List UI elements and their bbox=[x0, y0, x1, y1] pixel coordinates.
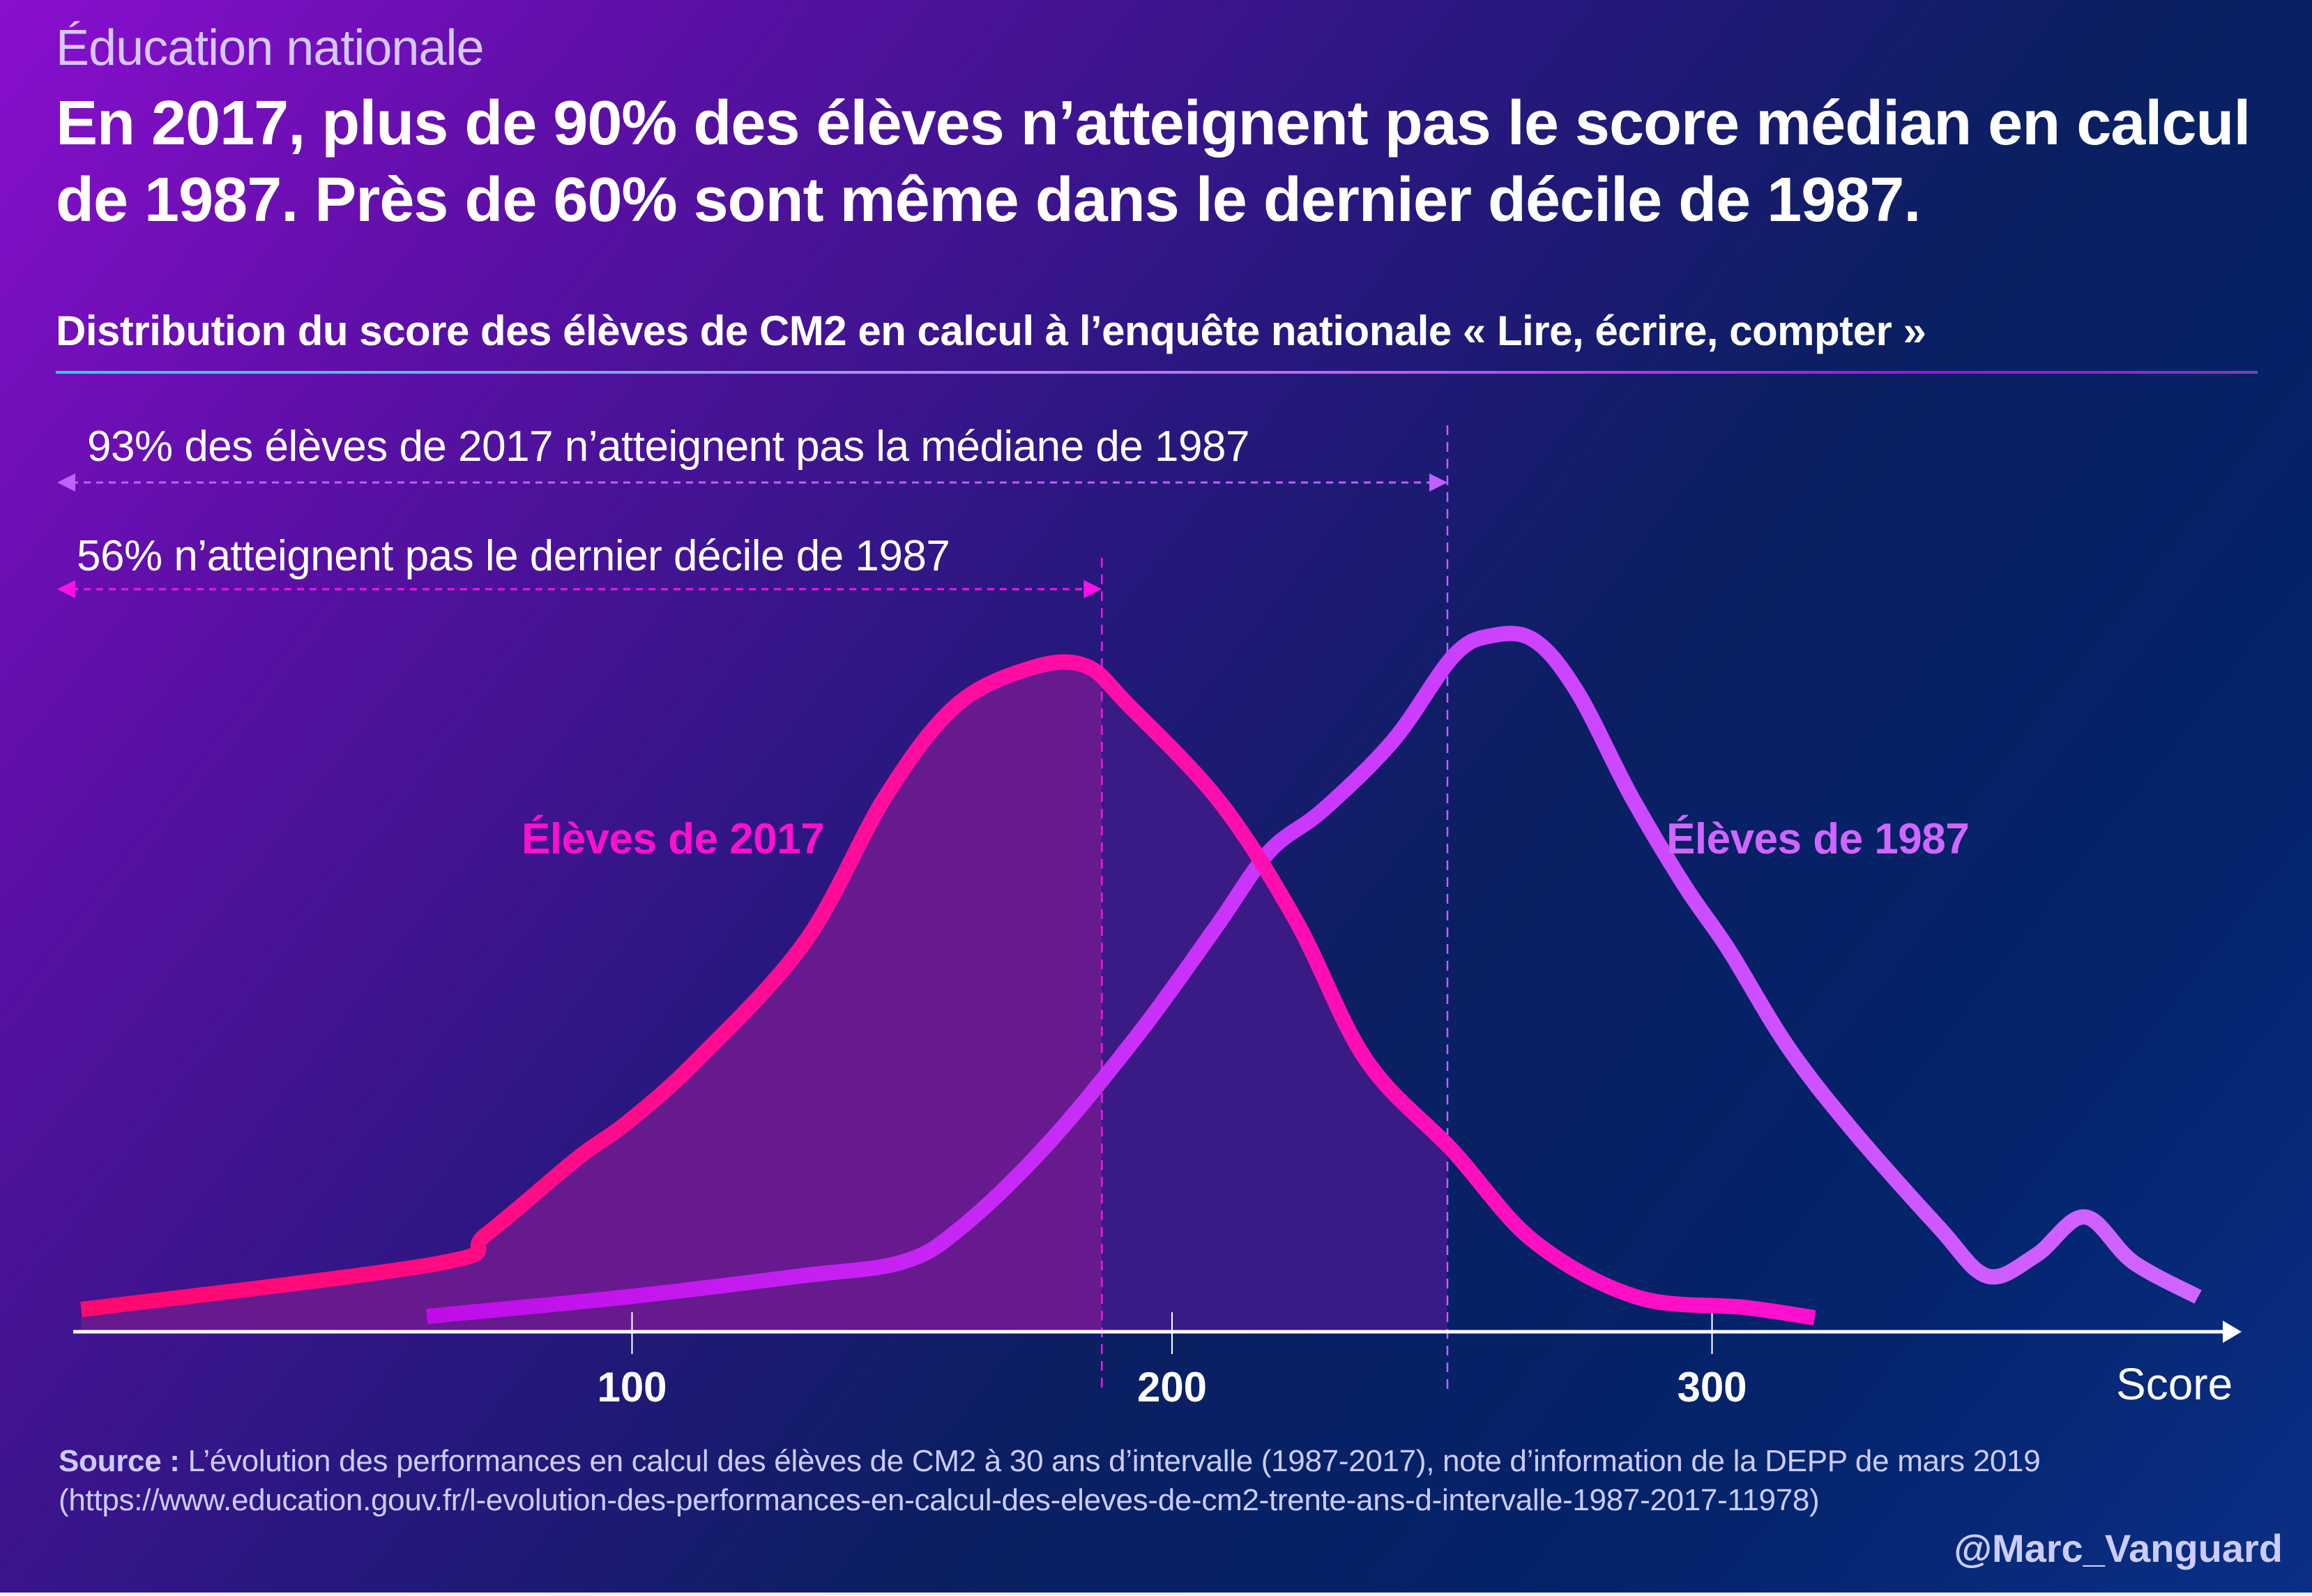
annotation-decile: 56% n’atteignent pas le dernier décile d… bbox=[77, 532, 950, 580]
source-note: Source : L’évolution des performances en… bbox=[59, 1442, 2290, 1520]
shaded-region-median bbox=[1102, 676, 1447, 1332]
source-text: L’évolution des performances en calcul d… bbox=[59, 1444, 2041, 1517]
x-axis-title: Score bbox=[2116, 1359, 2233, 1409]
chart-subtitle: Distribution du score des élèves de CM2 … bbox=[56, 307, 1926, 354]
headline: En 2017, plus de 90% des élèves n’atteig… bbox=[56, 89, 2251, 235]
shaded-region-decile bbox=[81, 662, 1102, 1332]
x-tick-label-200: 200 bbox=[1136, 1364, 1208, 1411]
author-handle: @Marc_Vanguard bbox=[1954, 1526, 2283, 1570]
bottom-border bbox=[0, 1593, 2312, 1596]
annotation-median: 93% des élèves de 2017 n’atteignent pas … bbox=[87, 423, 1249, 471]
series-label-1987: Élèves de 1987 bbox=[1666, 815, 1970, 863]
arrow-right-icon bbox=[1429, 473, 1447, 492]
series-line-2017 bbox=[80, 654, 1816, 1325]
section-kicker: Éducation nationale bbox=[56, 20, 484, 76]
source-label: Source : bbox=[59, 1444, 180, 1478]
arrow-right-icon bbox=[1083, 580, 1102, 598]
x-tick-label-300: 300 bbox=[1677, 1364, 1747, 1411]
x-axis-arrow-icon bbox=[2223, 1321, 2242, 1343]
arrow-left-icon bbox=[57, 580, 75, 598]
arrow-left-icon bbox=[57, 473, 75, 492]
series-line-1987 bbox=[426, 625, 2202, 1324]
x-tick-label-100: 100 bbox=[597, 1364, 667, 1411]
subtitle-divider bbox=[56, 371, 2258, 374]
series-label-2017: Élèves de 2017 bbox=[522, 815, 825, 863]
